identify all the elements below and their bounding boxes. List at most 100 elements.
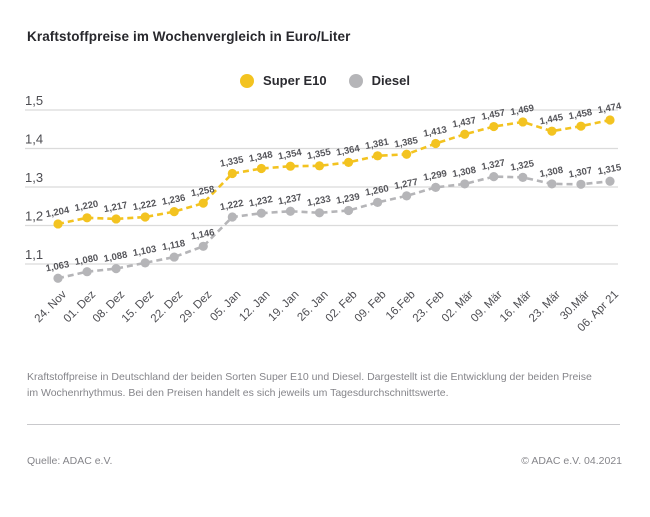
data-label: 1,385	[393, 135, 419, 150]
data-label: 1,103	[132, 244, 157, 259]
data-point-marker	[402, 149, 412, 159]
series-line-super-e10	[57, 118, 611, 226]
data-label: 1,233	[306, 194, 331, 209]
page-title: Kraftstoffpreise im Wochenvergleich in E…	[27, 29, 351, 44]
data-point-marker	[169, 252, 179, 262]
price-line-chart-svg: 1,1 1,2 1,3 1,4 1,5 1,204 1,220 1,217 1,222 1,236…	[25, 93, 623, 334]
data-point-marker	[140, 258, 150, 268]
data-point-marker	[547, 179, 557, 189]
legend-item-diesel: Diesel	[348, 73, 410, 88]
data-point-marker	[256, 208, 266, 218]
data-point-marker	[227, 168, 237, 179]
data-label: 1,307	[568, 165, 593, 180]
data-point-marker	[372, 151, 383, 161]
data-point-marker	[372, 197, 383, 207]
data-point-marker	[140, 212, 150, 222]
data-point-marker	[111, 214, 121, 224]
data-point-marker	[82, 213, 92, 223]
x-axis-tick-label: 19. Jan	[266, 289, 301, 324]
data-point-marker	[518, 117, 528, 127]
legend-label-super-e10: Super E10	[263, 73, 327, 88]
data-label: 1,222	[132, 198, 157, 213]
data-label: 1,325	[510, 158, 536, 173]
data-label: 1,335	[219, 154, 245, 169]
y-axis-tick-label: 1,2	[25, 209, 43, 224]
data-label: 1,308	[452, 165, 477, 180]
data-point-marker	[314, 161, 325, 171]
data-label: 1,146	[190, 227, 215, 242]
data-point-marker	[198, 241, 208, 251]
data-point-marker	[547, 126, 557, 136]
series-line-diesel	[57, 175, 611, 280]
data-label: 1,260	[364, 183, 389, 198]
source-text: Quelle: ADAC e.V.	[27, 455, 113, 467]
data-label: 1,364	[335, 143, 361, 158]
x-axis-tick-label: 12. Jan	[237, 289, 272, 324]
legend-item-super-e10: Super E10	[240, 73, 327, 88]
data-point-marker	[489, 121, 499, 132]
x-axis-tick-label: 23. Feb	[411, 289, 447, 325]
data-point-marker	[576, 121, 586, 131]
data-label: 1,445	[539, 112, 565, 127]
x-axis-tick-label: 02. Feb	[324, 289, 360, 325]
x-axis-tick-label: 09. Feb	[353, 289, 389, 325]
data-point-marker	[576, 179, 586, 189]
y-axis-tick-label: 1,5	[25, 95, 43, 108]
data-label: 1,080	[74, 253, 99, 268]
data-label: 1,204	[45, 205, 71, 220]
y-axis-tick-label: 1,1	[25, 247, 43, 262]
x-axis-tick-label: 23. Mär	[527, 289, 563, 325]
data-label: 1,458	[568, 107, 593, 122]
data-label: 1,457	[481, 107, 506, 122]
footer: Quelle: ADAC e.V. © ADAC e.V. 04.2021	[27, 455, 622, 467]
data-label: 1,237	[277, 192, 302, 207]
price-line-chart: 1,1 1,2 1,3 1,4 1,5 1,204 1,220 1,217 1,222 1,236…	[0, 93, 650, 350]
y-axis-tick-label: 1,3	[25, 170, 43, 185]
chart-legend: Super E10 Diesel	[0, 73, 650, 88]
data-label: 1,469	[510, 103, 535, 118]
data-label: 1,474	[597, 101, 623, 116]
data-label: 1,354	[277, 147, 303, 162]
data-label: 1,232	[248, 194, 273, 209]
data-point-marker	[227, 212, 237, 222]
data-point-marker	[285, 161, 296, 171]
data-label: 1,118	[161, 238, 186, 253]
data-point-marker	[489, 172, 499, 182]
data-label: 1,315	[597, 162, 623, 177]
data-point-marker	[169, 207, 179, 217]
data-label: 1,348	[248, 149, 273, 164]
data-label: 1,217	[103, 200, 128, 215]
data-point-marker	[343, 157, 354, 167]
footer-divider	[27, 424, 620, 425]
data-point-marker	[431, 138, 441, 149]
data-label: 1,308	[539, 165, 564, 180]
data-point-marker	[518, 172, 528, 182]
data-label: 1,437	[452, 115, 477, 130]
data-label: 1,236	[161, 193, 186, 208]
data-point-marker	[314, 208, 325, 218]
data-point-marker	[605, 176, 615, 186]
data-point-marker	[460, 179, 470, 189]
x-axis-tick-label: 05. Jan	[208, 289, 243, 324]
data-point-marker	[256, 163, 266, 174]
super-e10-dot-icon	[240, 73, 255, 88]
data-label: 1,063	[45, 259, 70, 274]
data-label: 1,413	[422, 124, 447, 139]
data-label: 1,222	[219, 198, 244, 213]
y-axis-tick-label: 1,4	[25, 132, 43, 147]
data-point-marker	[285, 206, 296, 216]
data-label: 1,299	[422, 168, 447, 183]
data-label: 1,277	[393, 177, 418, 192]
data-point-marker	[402, 191, 412, 201]
data-label: 1,088	[103, 249, 128, 264]
chart-description: Kraftstoffpreise in Deutschland der beid…	[27, 371, 592, 400]
data-label: 1,381	[364, 137, 390, 152]
data-point-marker	[53, 219, 63, 229]
data-point-marker	[460, 129, 470, 139]
data-point-marker	[605, 115, 615, 125]
x-axis-tick-label: 29. Dez	[178, 288, 215, 325]
data-point-marker	[431, 182, 441, 192]
diesel-dot-icon	[348, 73, 363, 88]
data-label: 1,220	[74, 199, 99, 214]
